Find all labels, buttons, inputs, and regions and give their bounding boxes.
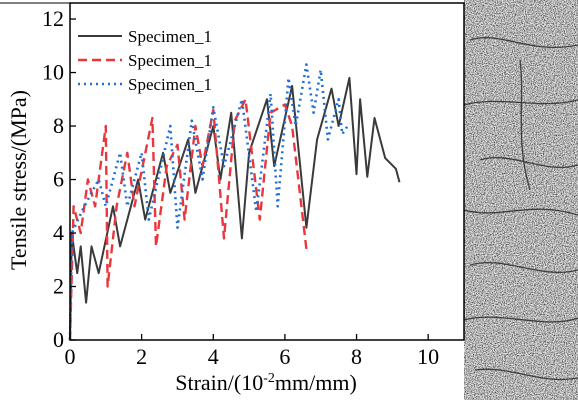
legend-label: Specimen_1 bbox=[128, 27, 212, 46]
data-line bbox=[68, 63, 351, 341]
x-tick-label: 4 bbox=[208, 344, 219, 369]
data-line bbox=[69, 76, 401, 341]
legend-label: Specimen_1 bbox=[128, 51, 212, 70]
y-tick-label: 8 bbox=[53, 113, 64, 138]
x-tick-label: 6 bbox=[279, 344, 290, 369]
y-tick-label: 4 bbox=[53, 220, 64, 245]
specimen-photo bbox=[463, 0, 578, 400]
x-axis-label: Strain/(10-2mm/mm) bbox=[175, 370, 357, 395]
y-tick-label: 10 bbox=[42, 60, 64, 85]
x-tick-label: 10 bbox=[417, 344, 439, 369]
y-tick-label: 2 bbox=[53, 274, 64, 299]
x-label-part: mm/mm) bbox=[275, 370, 357, 395]
axis-frame bbox=[69, 2, 465, 341]
y-axis-label: Tensile stress/(MPa) bbox=[6, 90, 31, 270]
x-tick-label: 0 bbox=[65, 344, 76, 369]
x-label-part: Strain/(10 bbox=[175, 370, 263, 395]
y-tick-label: 6 bbox=[53, 167, 64, 192]
x-tick-label: 8 bbox=[351, 344, 362, 369]
x-tick-label: 2 bbox=[136, 344, 147, 369]
y-tick-label: 12 bbox=[42, 6, 64, 31]
x-label-sup: -2 bbox=[263, 371, 275, 386]
plot-area: 0 2 4 6 8 10 0 2 4 6 8 10 12 Specimen_1 Specimen_1 Spec… bbox=[42, 2, 465, 369]
legend-label: Specimen_1 bbox=[128, 75, 212, 94]
y-tick-label: 0 bbox=[53, 327, 64, 352]
